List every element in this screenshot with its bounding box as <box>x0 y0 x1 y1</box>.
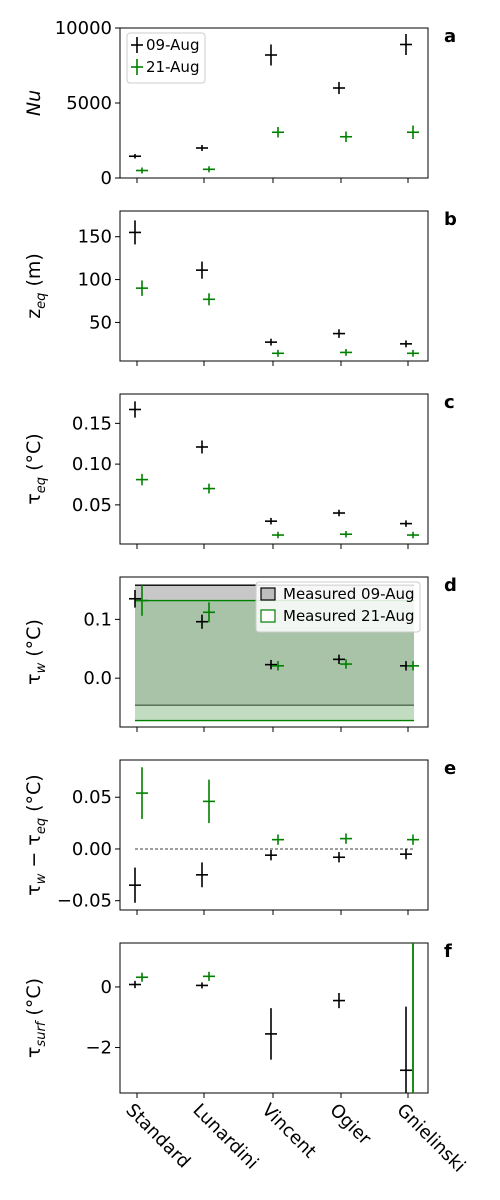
panel-c: 0.05 0.10 0.15 c τeq (°C) <box>23 392 455 549</box>
y-tick-label: 0 <box>101 977 112 998</box>
panel-e: −0.05 0.00 0.05 e τw − τeq (°C) <box>23 758 456 915</box>
y-tick-label: −0.05 <box>57 891 112 912</box>
ylabel-unit: (°C) <box>23 619 45 663</box>
y-tick-label: 0.05 <box>72 787 112 808</box>
panel-letter: c <box>444 392 455 413</box>
x-tick-label: Vincent <box>257 1100 320 1163</box>
ylabel-unit: (°C) <box>23 978 45 1022</box>
x-tick-label: Ogier <box>325 1100 375 1150</box>
y-tick-label: 0.05 <box>72 495 112 516</box>
y-tick-label: 150 <box>78 227 112 248</box>
y-tick-label: 0.0 <box>83 668 112 689</box>
y-tick-label: 10000 <box>55 18 112 39</box>
panel-b: 50 100 150 b zeq (m) <box>23 209 457 366</box>
ylabel-sub: w <box>34 662 49 673</box>
ylabel-main: τ <box>23 493 45 504</box>
legend-label: 21-Aug <box>146 58 199 76</box>
ylabel-sub2: eq <box>34 818 49 834</box>
ylabel-main: τ <box>23 673 45 684</box>
axes-frame <box>119 210 429 362</box>
y-axis-label: τsurf (°C) <box>23 978 49 1058</box>
y-axis-label: zeq (m) <box>23 253 49 319</box>
legend-label: Measured 21-Aug <box>283 607 415 625</box>
y-tick-label: 100 <box>78 270 112 291</box>
axes-frame <box>119 759 429 911</box>
ylabel-unit: (m) <box>23 253 45 292</box>
ylabel-main: τ <box>23 1047 45 1058</box>
y-axis-label: τw (°C) <box>23 619 49 685</box>
x-tick-label: Lunardini <box>188 1100 262 1174</box>
legend-patch <box>260 609 276 623</box>
legend-label: 09-Aug <box>146 36 199 54</box>
x-tick-label: Standard <box>121 1100 194 1173</box>
panel-letter: d <box>444 575 457 596</box>
y-axis-label: τw − τeq (°C) <box>23 774 49 895</box>
legend-label: Measured 09-Aug <box>283 585 415 603</box>
legend-box <box>126 32 206 84</box>
panel-d: 0.0 0.1 d τw (°C) Measured 09-Aug Measured 21… <box>23 575 457 732</box>
panel-letter: e <box>444 758 456 779</box>
axes-frame <box>119 576 429 728</box>
y-tick-label: 5000 <box>66 93 112 114</box>
y-tick-label: 0 <box>101 168 112 189</box>
ylabel-unit: − τ <box>23 834 45 873</box>
ylabel-main: τ <box>23 884 45 895</box>
ylabel-main: z <box>23 309 45 319</box>
panel-letter: b <box>444 209 457 230</box>
y-tick-label: 0.00 <box>72 839 112 860</box>
y-tick-label: 0.15 <box>72 413 112 434</box>
axes-frame <box>119 393 429 545</box>
y-axis-label: Nu <box>23 90 45 116</box>
legend-box <box>255 581 421 633</box>
y-axis-label: τeq (°C) <box>23 433 49 504</box>
y-tick-label: 0.10 <box>72 454 112 475</box>
ylabel-sub: surf <box>34 1019 49 1046</box>
y-tick-label: 0.1 <box>83 609 112 630</box>
ylabel-sub: eq <box>34 477 49 493</box>
y-tick-label: 50 <box>89 312 112 333</box>
panel-letter: f <box>444 941 452 962</box>
legend-patch <box>260 587 276 601</box>
panel-a: 0 5000 10000 a Nu 09-Aug 21-Aug <box>23 18 456 189</box>
ylabel-main: Nu <box>23 90 45 116</box>
ylabel-sub: eq <box>34 293 49 309</box>
ylabel-unit2: (°C) <box>23 774 45 818</box>
panel-letter: a <box>444 26 456 47</box>
axes-frame <box>119 942 429 1094</box>
x-tick-label: Gnielinski <box>392 1100 469 1177</box>
ylabel-unit: (°C) <box>23 433 45 477</box>
ylabel-sub: w <box>34 873 49 884</box>
y-tick-label: −2 <box>85 1038 112 1059</box>
